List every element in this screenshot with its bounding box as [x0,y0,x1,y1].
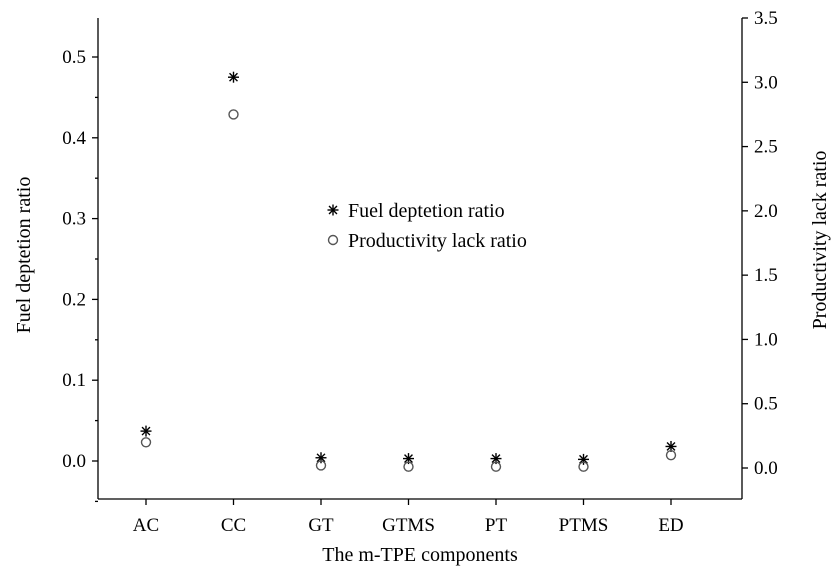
legend: Fuel deptetion ratio Productivity lack ra… [327,200,527,252]
data-point-fuel-deptetion [228,71,239,83]
y-tick-label: 0.2 [62,289,86,310]
x-axis-title: The m-TPE components [322,544,518,566]
y2-tick-label: 0.0 [754,458,778,479]
data-point-productivity-lack [315,460,327,471]
y-tick-label: 0.3 [62,209,86,230]
data-point-fuel-deptetion [403,453,414,465]
y2-axis-title: Productivity lack ratio [809,151,831,330]
x-tick-label: GTMS [382,515,435,536]
data-point-productivity-lack [490,461,502,472]
x-tick-label: PTMS [559,515,609,536]
y2-tick-label: 3.5 [754,8,778,29]
y2-tick-label: 3.0 [754,72,778,93]
x-tick-label: AC [133,515,159,536]
data-point-productivity-lack [140,437,152,448]
data-point-productivity-lack [578,461,589,472]
y-tick-label: 0.0 [62,451,86,472]
y2-tick-label: 1.0 [754,329,778,350]
data-point-fuel-deptetion [578,453,589,465]
axes [97,18,743,500]
y-axis-title: Fuel deptetion ratio [13,177,35,334]
data-point-fuel-deptetion [140,425,152,437]
data-point-fuel-deptetion [665,440,677,452]
data-point-productivity-lack [403,461,414,472]
y2-tick-label: 2.5 [754,137,778,158]
legend-label: Fuel deptetion ratio [348,200,505,222]
x-tick-label: PT [485,515,508,536]
x-tick-label: ED [658,515,683,536]
y-tick-label: 0.1 [62,370,86,391]
y2-tick-label: 2.0 [754,201,778,222]
legend-label: Productivity lack ratio [348,230,527,252]
data-marks [140,71,677,472]
y2-tick-label: 1.5 [754,265,778,286]
x-tick-label: GT [308,515,334,536]
data-point-productivity-lack [228,109,239,120]
legend-marker-fuel-deptetion [327,204,339,216]
y2-tick-label: 0.5 [754,394,778,415]
data-point-productivity-lack [665,449,677,461]
x-tick-label: CC [221,515,246,536]
y-tick-label: 0.5 [62,47,86,68]
legend-marker-productivity-lack [327,234,339,246]
y-tick-label: 0.4 [62,128,86,149]
ticks: 0.0 0.1 0.2 0.3 0.4 0.5 0.0 0.5 1.0 1.5 2.0 2.5 3.0 3… [62,8,778,536]
